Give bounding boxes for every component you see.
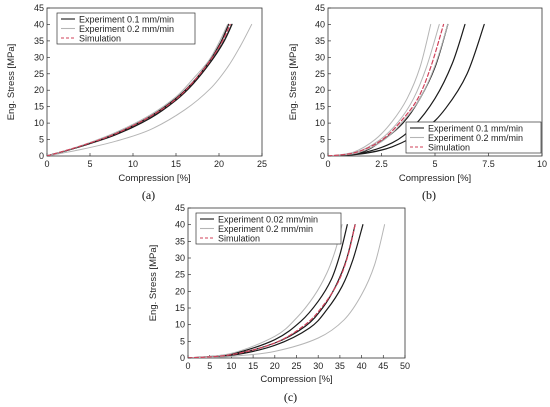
y-tick-label: 5	[320, 135, 325, 145]
y-tick-label: 30	[175, 253, 185, 263]
y-tick-label: 35	[34, 36, 44, 46]
panel-c: 0 5 10 15 20 25 30 35 40 45 50 0 5 10 15 20 25 30 35 40 45 Co…	[148, 203, 410, 404]
legend-label: Experiment 0.2 mm/min	[79, 24, 174, 34]
series-line-5	[188, 224, 386, 358]
y-tick-label: 20	[175, 286, 185, 296]
legend-label: Experiment 0.1 mm/min	[79, 14, 174, 24]
y-tick-label: 35	[315, 36, 325, 46]
x-axis-label: Compression [%]	[260, 374, 332, 385]
x-tick-label: 0	[325, 159, 330, 169]
x-tick-label: 25	[257, 159, 267, 169]
y-tick-label: 10	[34, 118, 44, 128]
series-line-3	[47, 23, 253, 156]
x-axis-label: Compression [%]	[399, 173, 471, 184]
y-tick-label: 45	[175, 203, 185, 213]
x-tick-label: 20	[270, 361, 280, 371]
y-axis-label: Eng. Stress [MPa]	[148, 245, 159, 322]
y-tick-label: 45	[34, 3, 44, 13]
y-tick-label: 15	[315, 102, 325, 112]
y-tick-label: 20	[34, 85, 44, 95]
x-tick-label: 35	[335, 361, 345, 371]
y-tick-label: 5	[39, 135, 44, 145]
y-tick-label: 0	[320, 151, 325, 161]
legend-box	[56, 12, 196, 45]
y-tick-label: 40	[175, 220, 185, 230]
legend-label: Simulation	[428, 142, 470, 152]
legend-box	[195, 212, 342, 245]
x-tick-label: 2.5	[375, 159, 388, 169]
y-tick-label: 15	[175, 303, 185, 313]
plot-frame	[46, 7, 263, 157]
x-tick-label: 10	[128, 159, 138, 169]
series-line-1	[188, 224, 348, 358]
legend-label: Experiment 0.2 mm/min	[428, 133, 523, 143]
y-tick-label: 25	[315, 69, 325, 79]
y-tick-label: 35	[175, 236, 185, 246]
y-tick-label: 25	[34, 69, 44, 79]
x-tick-label: 15	[248, 361, 258, 371]
x-tick-label: 50	[400, 361, 410, 371]
x-tick-label: 45	[378, 361, 388, 371]
x-axis-label: Compression [%]	[118, 173, 190, 184]
panel-label: (c)	[284, 390, 297, 404]
x-tick-label: 5	[432, 159, 437, 169]
x-tick-label: 10	[537, 159, 547, 169]
series-line-4	[328, 23, 432, 156]
y-tick-label: 20	[315, 85, 325, 95]
y-tick-label: 30	[315, 52, 325, 62]
y-tick-label: 10	[175, 320, 185, 330]
legend-label: Experiment 0.1 mm/min	[428, 123, 523, 133]
x-tick-label: 15	[171, 159, 181, 169]
y-tick-label: 0	[39, 151, 44, 161]
x-tick-label: 5	[87, 159, 92, 169]
y-tick-label: 40	[315, 19, 325, 29]
y-tick-label: 10	[315, 118, 325, 128]
series-line-3	[188, 224, 364, 358]
x-tick-label: 25	[291, 361, 301, 371]
panel-a: 0 5 10 15 20 25 0 5 10 15 20 25 30 35 40 45 Compression …	[6, 3, 267, 202]
x-tick-label: 20	[214, 159, 224, 169]
y-tick-label: 15	[34, 102, 44, 112]
x-tick-label: 0	[185, 361, 190, 371]
x-tick-label: 5	[207, 361, 212, 371]
y-tick-label: 0	[180, 353, 185, 363]
y-tick-label: 40	[34, 19, 44, 29]
y-axis-label: Eng. Stress [MPa]	[288, 44, 299, 121]
series-line-5	[47, 23, 231, 156]
panel-b: 0 2.5 5 7.5 10 0 5 10 15 20 25 30 35 40 45 Compression …	[288, 3, 547, 202]
x-tick-label: 10	[226, 361, 236, 371]
x-tick-label: 30	[313, 361, 323, 371]
y-axis-label: Eng. Stress [MPa]	[6, 44, 17, 121]
panel-label: (b)	[422, 188, 436, 202]
series-line-7	[328, 23, 445, 156]
legend-label: Simulation	[218, 233, 260, 243]
series-line-3	[328, 23, 449, 156]
y-tick-label: 45	[315, 3, 325, 13]
y-tick-label: 5	[180, 336, 185, 346]
series-line-6	[328, 23, 449, 156]
panel-label: (a)	[142, 188, 155, 202]
legend-label: Simulation	[79, 33, 121, 43]
y-tick-label: 30	[34, 52, 44, 62]
series-line-4	[188, 224, 343, 358]
x-tick-label: 7.5	[482, 159, 495, 169]
legend-label: Experiment 0.02 mm/min	[218, 214, 318, 224]
legend-box	[405, 121, 542, 154]
x-tick-label: 0	[44, 159, 49, 169]
series-line-6	[188, 224, 356, 358]
x-tick-label: 40	[357, 361, 367, 371]
y-tick-label: 25	[175, 270, 185, 280]
legend-label: Experiment 0.2 mm/min	[218, 224, 313, 234]
